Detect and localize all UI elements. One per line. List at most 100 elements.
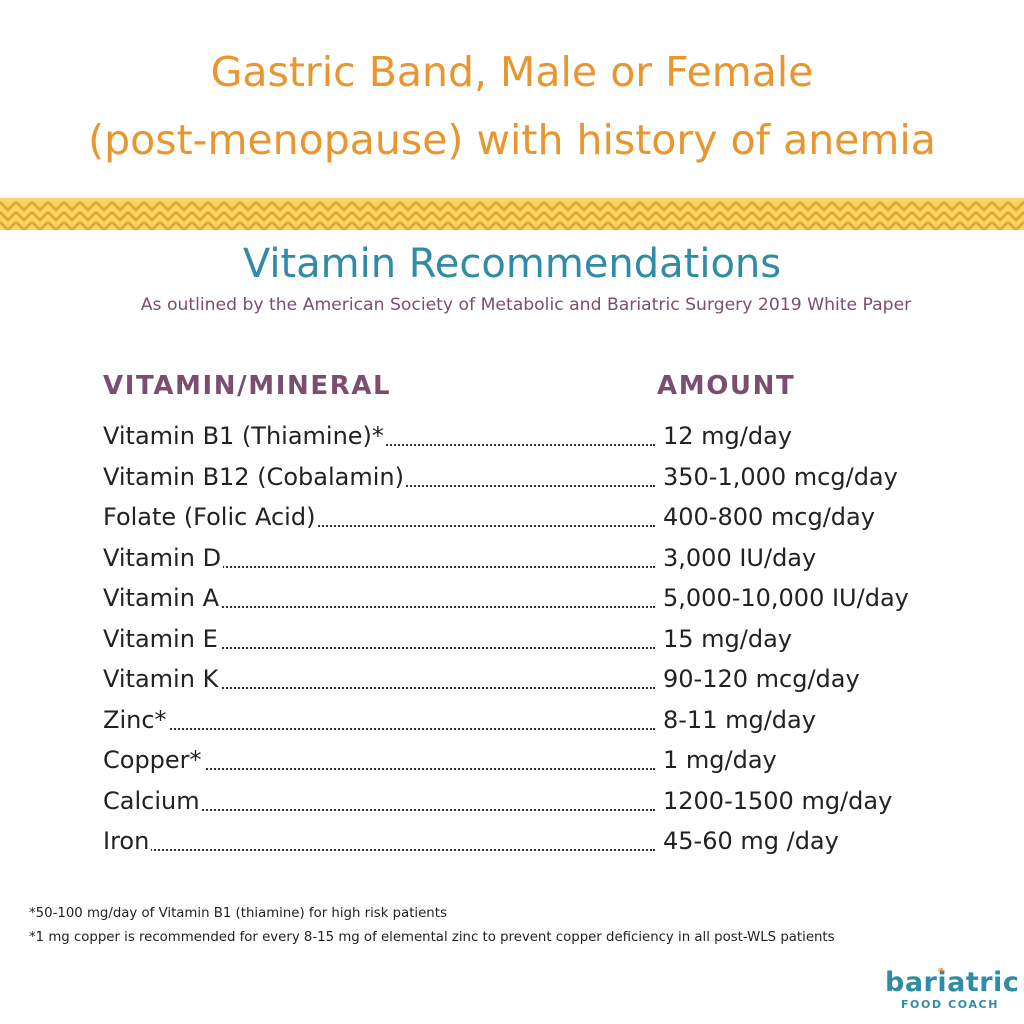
table-row: Vitamin A 5,000-10,000 IU/day — [103, 578, 983, 619]
title-line-2: (post-menopause) with history of anemia — [88, 116, 936, 164]
chevron-stripe — [14, 200, 34, 230]
table-row: Zinc* 8-11 mg/day — [103, 700, 983, 741]
vitamin-amount: 90-120 mcg/day — [663, 665, 860, 693]
chevron-stripe — [926, 200, 946, 230]
vitamin-name: Vitamin B1 (Thiamine)* — [103, 422, 386, 450]
logo-wordmark: bariatric — [885, 967, 1020, 998]
chevron-stripe — [46, 200, 66, 230]
chevron-stripe — [430, 200, 450, 230]
title-line-1: Gastric Band, Male or Female — [210, 48, 814, 96]
chevron-stripe — [110, 200, 130, 230]
table-row: Vitamin B12 (Cobalamin) 350-1,000 mcg/da… — [103, 457, 983, 498]
vitamin-amount: 350-1,000 mcg/day — [663, 462, 898, 491]
chevron-stripe — [94, 200, 114, 230]
vitamin-name: Iron — [103, 827, 152, 855]
chevron-stripe — [78, 200, 98, 230]
leaf-icon: ❧ — [937, 965, 946, 976]
chevron-stripe — [862, 200, 882, 230]
vitamin-amount: 1 mg/day — [663, 746, 777, 774]
vitamin-amount: 15 mg/day — [663, 624, 793, 653]
chevron-stripe — [1006, 200, 1024, 230]
chevron-stripe — [750, 200, 770, 230]
table-row: Vitamin K 90-120 mcg/day — [103, 659, 983, 700]
vitamin-name: Calcium — [103, 786, 202, 815]
chevron-stripe — [878, 200, 898, 230]
chevron-stripe — [798, 200, 818, 230]
vitamin-name: Zinc* — [103, 705, 169, 734]
vitamin-amount: 400-800 mcg/day — [663, 503, 875, 531]
chevron-stripe — [558, 200, 578, 230]
chevron-stripe — [590, 200, 610, 230]
chevron-stripe — [510, 200, 530, 230]
chevron-stripe — [158, 200, 178, 230]
chevron-stripe — [974, 200, 994, 230]
chevron-stripe — [30, 200, 50, 230]
chevron-stripe — [414, 200, 434, 230]
chevron-stripe — [606, 200, 626, 230]
table-row: Folate (Folic Acid) 400-800 mcg/day — [103, 497, 983, 538]
chevron-stripe — [718, 200, 738, 230]
chevron-stripe — [0, 200, 18, 230]
vitamin-table: Vitamin B1 (Thiamine)* 12 mg/day Vitamin… — [103, 416, 983, 862]
footnote-copper: *1 mg copper is recommended for every 8-… — [29, 930, 835, 945]
chevron-stripe — [894, 200, 914, 230]
chevron-stripe — [542, 200, 562, 230]
chevron-stripe — [270, 200, 290, 230]
chevron-stripe — [174, 200, 194, 230]
decorative-chevron-band — [0, 198, 1024, 230]
table-row: Vitamin D 3,000 IU/day — [103, 538, 983, 579]
vitamin-name: Vitamin A — [103, 584, 221, 612]
chevron-stripe — [526, 200, 546, 230]
chevron-stripe — [942, 200, 962, 230]
chevron-stripe — [734, 200, 754, 230]
chevron-stripe — [302, 200, 322, 230]
vitamin-name: Folate (Folic Acid) — [103, 503, 318, 531]
chevron-stripe — [62, 200, 82, 230]
chevron-stripe — [462, 200, 482, 230]
header-amount: AMOUNT — [657, 371, 796, 401]
footnotes: *50-100 mg/day of Vitamin B1 (thiamine) … — [29, 902, 1009, 950]
chevron-stripe — [574, 200, 594, 230]
table-row: Calcium 1200-1500 mg/day — [103, 781, 983, 822]
chevron-stripe — [846, 200, 866, 230]
vitamin-amount: 3,000 IU/day — [663, 543, 817, 572]
chevron-stripe — [318, 200, 338, 230]
chevron-stripe — [398, 200, 418, 230]
chevron-stripe — [446, 200, 466, 230]
vitamin-amount: 5,000-10,000 IU/day — [663, 584, 909, 612]
vitamin-name: Vitamin E — [103, 624, 220, 653]
source-note: As outlined by the American Society of M… — [140, 295, 912, 315]
vitamin-name: Vitamin K — [103, 665, 221, 693]
footnote-thiamine: *50-100 mg/day of Vitamin B1 (thiamine) … — [29, 906, 447, 921]
vitamin-name: Copper* — [103, 746, 204, 774]
chevron-stripe — [686, 200, 706, 230]
page-title: Gastric Band, Male or Female (post-menop… — [0, 38, 1024, 174]
brand-logo: ❧ bariatric FOOD COACH — [885, 965, 1020, 1012]
vitamin-amount: 12 mg/day — [663, 422, 793, 450]
table-row: Vitamin B1 (Thiamine)* 12 mg/day — [103, 416, 983, 457]
chevron-stripe — [190, 200, 210, 230]
chevron-stripe — [238, 200, 258, 230]
chevron-stripe — [382, 200, 402, 230]
vitamin-amount: 8-11 mg/day — [663, 705, 816, 734]
chevron-stripe — [366, 200, 386, 230]
chevron-stripe — [494, 200, 514, 230]
vitamin-name: Vitamin D — [103, 543, 224, 572]
chevron-stripe — [126, 200, 146, 230]
chevron-stripe — [478, 200, 498, 230]
chevron-stripe — [206, 200, 226, 230]
vitamin-name: Vitamin B12 (Cobalamin) — [103, 462, 406, 491]
vitamin-amount: 1200-1500 mg/day — [663, 786, 893, 815]
section-title: Vitamin Recommendations — [242, 241, 782, 287]
table-row: Copper* 1 mg/day — [103, 740, 983, 781]
chevron-stripe — [958, 200, 978, 230]
chevron-band-graphic — [0, 198, 1024, 230]
chevron-stripe — [334, 200, 354, 230]
chevron-stripe — [654, 200, 674, 230]
chevron-stripe — [766, 200, 786, 230]
chevron-stripe — [702, 200, 722, 230]
header-vitamin-mineral: VITAMIN/MINERAL — [103, 371, 392, 401]
chevron-stripe — [670, 200, 690, 230]
chevron-stripe — [814, 200, 834, 230]
chevron-stripe — [142, 200, 162, 230]
